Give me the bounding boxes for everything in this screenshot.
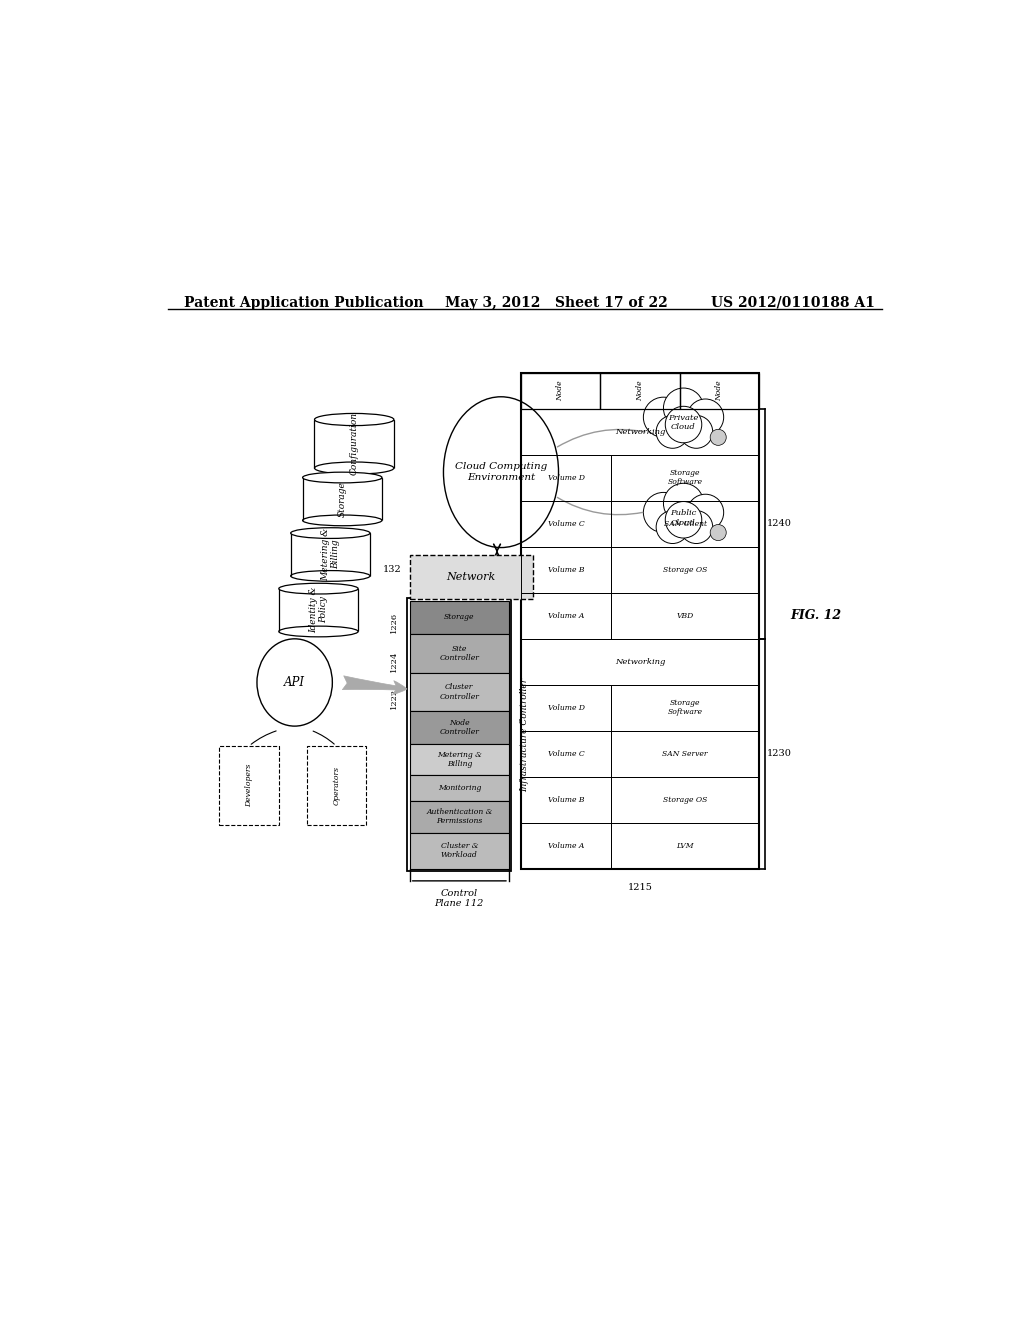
FancyBboxPatch shape [410, 775, 509, 800]
Text: May 3, 2012   Sheet 17 of 22: May 3, 2012 Sheet 17 of 22 [445, 296, 669, 310]
Circle shape [687, 399, 724, 436]
Text: Storage: Storage [338, 480, 347, 517]
FancyBboxPatch shape [410, 673, 509, 710]
Text: Network: Network [446, 573, 496, 582]
Text: Volume A: Volume A [548, 611, 585, 620]
Text: Volume C: Volume C [548, 520, 585, 528]
Text: Volume D: Volume D [548, 474, 585, 482]
Text: Volume B: Volume B [548, 796, 585, 804]
Text: Authentication &
Permissions: Authentication & Permissions [426, 808, 493, 825]
Circle shape [666, 502, 701, 539]
Text: 1215: 1215 [628, 883, 652, 892]
Text: Metering &
Billing: Metering & Billing [321, 528, 340, 581]
Text: Volume C: Volume C [548, 750, 585, 758]
FancyBboxPatch shape [410, 635, 509, 673]
Text: VBD: VBD [677, 611, 693, 620]
Text: 1230: 1230 [767, 750, 792, 759]
Text: Metering &
Billing: Metering & Billing [437, 751, 481, 768]
FancyBboxPatch shape [410, 833, 509, 869]
Text: Volume B: Volume B [548, 566, 585, 574]
Text: Volume D: Volume D [548, 704, 585, 711]
Text: Control
Plane 112: Control Plane 112 [434, 888, 484, 908]
FancyBboxPatch shape [410, 744, 509, 775]
Text: Storage: Storage [444, 614, 474, 622]
Text: SAN Server: SAN Server [663, 750, 708, 758]
Text: Cluster &
Workload: Cluster & Workload [440, 842, 478, 859]
Text: Node
Controller: Node Controller [439, 719, 479, 737]
FancyBboxPatch shape [410, 710, 509, 744]
Text: Node: Node [715, 380, 723, 401]
Text: Cluster
Controller: Cluster Controller [439, 684, 479, 701]
Text: Developers: Developers [245, 764, 253, 808]
Text: FIG. 12: FIG. 12 [791, 609, 842, 622]
FancyBboxPatch shape [410, 800, 509, 833]
Ellipse shape [303, 473, 382, 483]
Ellipse shape [314, 413, 394, 425]
Text: Site
Controller: Site Controller [439, 645, 479, 663]
Text: Configuration: Configuration [349, 412, 358, 475]
Text: Public
Cloud: Public Cloud [671, 510, 696, 527]
Text: 1224: 1224 [390, 651, 397, 672]
Text: Storage
Software: Storage Software [668, 700, 702, 717]
Circle shape [711, 429, 726, 445]
Circle shape [711, 524, 726, 541]
Text: 1240: 1240 [767, 519, 792, 528]
Circle shape [643, 397, 684, 437]
Text: SAN Client: SAN Client [664, 520, 707, 528]
Text: Networking: Networking [614, 657, 665, 665]
Ellipse shape [279, 583, 358, 594]
Text: Networking: Networking [614, 428, 665, 436]
Circle shape [680, 511, 713, 544]
Circle shape [666, 407, 701, 442]
Circle shape [687, 494, 724, 531]
Text: Node: Node [636, 380, 644, 401]
Circle shape [680, 416, 713, 449]
Text: Storage OS: Storage OS [663, 566, 708, 574]
Text: API: API [284, 676, 305, 689]
Text: Storage OS: Storage OS [663, 796, 708, 804]
FancyBboxPatch shape [410, 556, 532, 599]
Text: Volume A: Volume A [548, 842, 585, 850]
FancyBboxPatch shape [410, 601, 509, 635]
Circle shape [664, 483, 703, 524]
Circle shape [656, 416, 689, 449]
Circle shape [664, 388, 703, 428]
Text: Cloud Computing
Environment: Cloud Computing Environment [455, 462, 547, 482]
Text: Infrastructure Controller: Infrastructure Controller [520, 678, 529, 792]
Text: LVM: LVM [677, 842, 694, 850]
Text: Storage
Software: Storage Software [668, 469, 702, 486]
Text: Private
Cloud: Private Cloud [669, 414, 698, 432]
Text: Operators: Operators [333, 766, 340, 805]
Text: Node: Node [556, 380, 564, 401]
Text: 1222: 1222 [390, 688, 397, 709]
Circle shape [656, 511, 689, 544]
Circle shape [643, 492, 684, 532]
Text: US 2012/0110188 A1: US 2012/0110188 A1 [712, 296, 876, 310]
Text: Identity &
Policy: Identity & Policy [309, 587, 328, 634]
Text: 132: 132 [383, 565, 401, 574]
Text: Patent Application Publication: Patent Application Publication [183, 296, 423, 310]
Ellipse shape [291, 528, 370, 539]
Text: Monitoring: Monitoring [437, 784, 481, 792]
Text: 1226: 1226 [390, 611, 397, 632]
